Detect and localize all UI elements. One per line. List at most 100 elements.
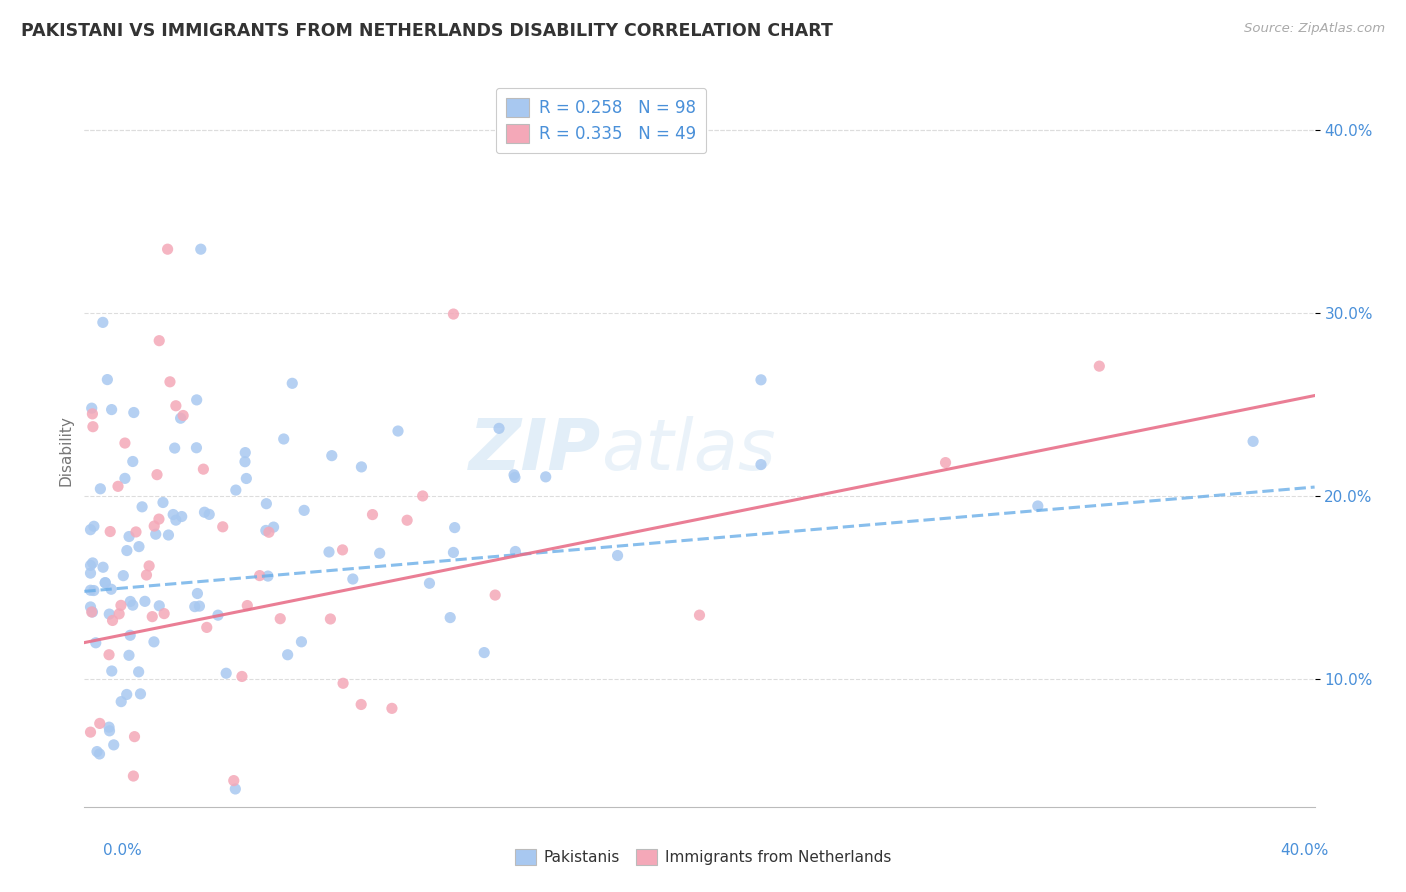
Point bbox=[231, 669, 253, 683]
Point bbox=[273, 432, 295, 446]
Point bbox=[1088, 359, 1111, 373]
Point bbox=[79, 558, 101, 573]
Point bbox=[472, 646, 495, 660]
Point bbox=[207, 608, 229, 623]
Point bbox=[100, 582, 122, 597]
Point bbox=[235, 471, 257, 485]
Point bbox=[98, 607, 121, 621]
Point bbox=[124, 730, 146, 744]
Point bbox=[112, 568, 135, 582]
Point bbox=[503, 467, 526, 482]
Point bbox=[110, 695, 132, 709]
Point bbox=[91, 315, 114, 329]
Point bbox=[129, 687, 152, 701]
Point bbox=[186, 392, 208, 407]
Point bbox=[115, 543, 138, 558]
Point bbox=[94, 575, 117, 590]
Point bbox=[186, 441, 208, 455]
Point bbox=[263, 520, 285, 534]
Point bbox=[79, 523, 101, 537]
Point bbox=[193, 462, 215, 476]
Point bbox=[488, 421, 510, 435]
Point bbox=[236, 599, 259, 613]
Point bbox=[82, 605, 104, 619]
Point bbox=[368, 546, 391, 560]
Point bbox=[387, 424, 409, 438]
Point bbox=[249, 568, 271, 582]
Point bbox=[156, 242, 179, 256]
Point bbox=[1241, 434, 1264, 449]
Point bbox=[101, 614, 124, 628]
Point bbox=[98, 524, 121, 539]
Point bbox=[157, 528, 180, 542]
Point bbox=[350, 459, 373, 474]
Point bbox=[114, 471, 136, 485]
Point bbox=[107, 479, 129, 493]
Point bbox=[108, 607, 131, 621]
Point bbox=[79, 583, 101, 598]
Point bbox=[80, 401, 103, 416]
Point bbox=[128, 540, 150, 554]
Point bbox=[82, 556, 104, 570]
Point bbox=[148, 334, 170, 348]
Point bbox=[138, 558, 160, 573]
Point bbox=[188, 599, 211, 614]
Text: 0.0%: 0.0% bbox=[103, 843, 142, 858]
Point bbox=[100, 402, 122, 417]
Point bbox=[505, 544, 527, 558]
Point bbox=[120, 594, 142, 608]
Point bbox=[125, 524, 148, 539]
Point bbox=[439, 610, 461, 624]
Point bbox=[257, 569, 280, 583]
Point bbox=[142, 635, 165, 649]
Point bbox=[146, 467, 169, 482]
Point bbox=[225, 483, 247, 497]
Point bbox=[484, 588, 506, 602]
Text: 40.0%: 40.0% bbox=[1281, 843, 1329, 858]
Text: PAKISTANI VS IMMIGRANTS FROM NETHERLANDS DISABILITY CORRELATION CHART: PAKISTANI VS IMMIGRANTS FROM NETHERLANDS… bbox=[21, 22, 832, 40]
Point bbox=[98, 720, 121, 734]
Point bbox=[121, 454, 143, 468]
Point bbox=[689, 608, 711, 623]
Point bbox=[96, 373, 118, 387]
Point bbox=[233, 455, 256, 469]
Point bbox=[443, 307, 465, 321]
Point bbox=[193, 505, 215, 519]
Point bbox=[503, 470, 526, 484]
Point bbox=[82, 419, 104, 434]
Point bbox=[749, 458, 772, 472]
Point bbox=[120, 628, 142, 642]
Point bbox=[83, 583, 105, 598]
Point bbox=[115, 688, 138, 702]
Point bbox=[418, 576, 440, 591]
Point bbox=[100, 664, 122, 678]
Point bbox=[80, 605, 103, 619]
Point bbox=[198, 508, 221, 522]
Point bbox=[121, 598, 143, 612]
Point bbox=[254, 497, 277, 511]
Point bbox=[141, 609, 163, 624]
Text: ZIP: ZIP bbox=[468, 416, 602, 485]
Point bbox=[122, 769, 145, 783]
Point bbox=[165, 513, 187, 527]
Point bbox=[118, 648, 141, 663]
Point bbox=[172, 409, 194, 423]
Point bbox=[195, 620, 218, 634]
Point bbox=[215, 666, 238, 681]
Point bbox=[350, 698, 373, 712]
Point bbox=[184, 599, 207, 614]
Point bbox=[233, 445, 256, 459]
Point bbox=[332, 676, 354, 690]
Legend: R = 0.258   N = 98, R = 0.335   N = 49: R = 0.258 N = 98, R = 0.335 N = 49 bbox=[496, 87, 706, 153]
Point bbox=[257, 525, 280, 540]
Point bbox=[94, 575, 117, 590]
Text: atlas: atlas bbox=[602, 416, 776, 485]
Point bbox=[443, 545, 465, 559]
Point bbox=[131, 500, 153, 514]
Point bbox=[134, 594, 156, 608]
Point bbox=[254, 524, 277, 538]
Point bbox=[145, 527, 167, 541]
Point bbox=[91, 560, 114, 574]
Point bbox=[98, 723, 121, 738]
Point bbox=[152, 495, 174, 509]
